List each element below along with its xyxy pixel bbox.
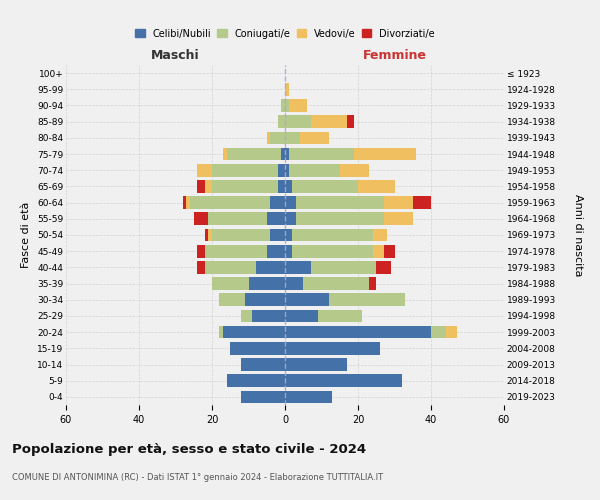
Bar [296, 196, 383, 209]
Bar [183, 196, 187, 209]
Bar [311, 261, 376, 274]
Bar [271, 132, 285, 144]
Text: COMUNE DI ANTONIMINA (RC) - Dati ISTAT 1° gennaio 2024 - Elaborazione TUTTITALIA: COMUNE DI ANTONIMINA (RC) - Dati ISTAT 1… [12, 472, 383, 482]
Bar [285, 294, 329, 306]
Bar [340, 164, 369, 176]
Bar [292, 228, 373, 241]
Bar [205, 228, 208, 241]
Bar [431, 326, 446, 338]
Bar [285, 180, 292, 192]
Bar [292, 245, 373, 258]
Text: Popolazione per età, sesso e stato civile - 2024: Popolazione per età, sesso e stato civil… [12, 442, 366, 456]
Bar [241, 358, 285, 371]
Bar [187, 196, 190, 209]
Text: Maschi: Maschi [151, 49, 200, 62]
Bar [267, 212, 285, 225]
Bar [383, 196, 413, 209]
Bar [285, 278, 303, 290]
Bar [289, 99, 307, 112]
Bar [285, 342, 380, 354]
Bar [197, 164, 212, 176]
Bar [223, 148, 227, 160]
Bar [197, 245, 205, 258]
Bar [383, 212, 413, 225]
Bar [369, 278, 376, 290]
Bar [278, 116, 285, 128]
Bar [197, 261, 205, 274]
Bar [355, 148, 416, 160]
Bar [278, 180, 285, 192]
Bar [205, 261, 256, 274]
Bar [285, 164, 289, 176]
Bar [248, 278, 285, 290]
Bar [212, 228, 271, 241]
Bar [318, 310, 362, 322]
Bar [347, 116, 355, 128]
Bar [383, 245, 395, 258]
Bar [285, 212, 296, 225]
Bar [267, 132, 271, 144]
Bar [241, 310, 252, 322]
Bar [220, 326, 223, 338]
Bar [205, 180, 212, 192]
Y-axis label: Anni di nascita: Anni di nascita [572, 194, 583, 276]
Bar [376, 261, 391, 274]
Bar [285, 390, 332, 403]
Bar [281, 99, 285, 112]
Bar [208, 212, 267, 225]
Bar [373, 228, 387, 241]
Bar [446, 326, 457, 338]
Bar [373, 245, 383, 258]
Bar [311, 116, 347, 128]
Bar [285, 358, 347, 371]
Bar [285, 326, 431, 338]
Y-axis label: Fasce di età: Fasce di età [22, 202, 31, 268]
Bar [267, 245, 285, 258]
Bar [223, 326, 285, 338]
Bar [256, 261, 285, 274]
Bar [329, 294, 406, 306]
Bar [230, 342, 285, 354]
Bar [190, 196, 271, 209]
Bar [285, 116, 311, 128]
Bar [285, 374, 402, 387]
Bar [285, 310, 318, 322]
Bar [194, 212, 208, 225]
Bar [285, 245, 292, 258]
Bar [285, 196, 296, 209]
Bar [278, 164, 285, 176]
Bar [220, 294, 245, 306]
Bar [281, 148, 285, 160]
Bar [271, 228, 285, 241]
Text: Femmine: Femmine [362, 49, 427, 62]
Bar [289, 164, 340, 176]
Bar [205, 245, 267, 258]
Bar [292, 180, 358, 192]
Bar [299, 132, 329, 144]
Bar [285, 83, 289, 96]
Bar [227, 374, 285, 387]
Bar [245, 294, 285, 306]
Bar [208, 228, 212, 241]
Legend: Celibi/Nubili, Coniugati/e, Vedovi/e, Divorziati/e: Celibi/Nubili, Coniugati/e, Vedovi/e, Di… [133, 26, 437, 42]
Bar [212, 180, 278, 192]
Bar [212, 164, 278, 176]
Bar [296, 212, 383, 225]
Bar [285, 148, 289, 160]
Bar [289, 148, 355, 160]
Bar [285, 99, 289, 112]
Bar [227, 148, 281, 160]
Bar [285, 228, 292, 241]
Bar [241, 390, 285, 403]
Bar [303, 278, 369, 290]
Bar [358, 180, 395, 192]
Bar [285, 261, 311, 274]
Bar [252, 310, 285, 322]
Bar [413, 196, 431, 209]
Bar [271, 196, 285, 209]
Bar [197, 180, 205, 192]
Bar [285, 132, 299, 144]
Bar [212, 278, 248, 290]
